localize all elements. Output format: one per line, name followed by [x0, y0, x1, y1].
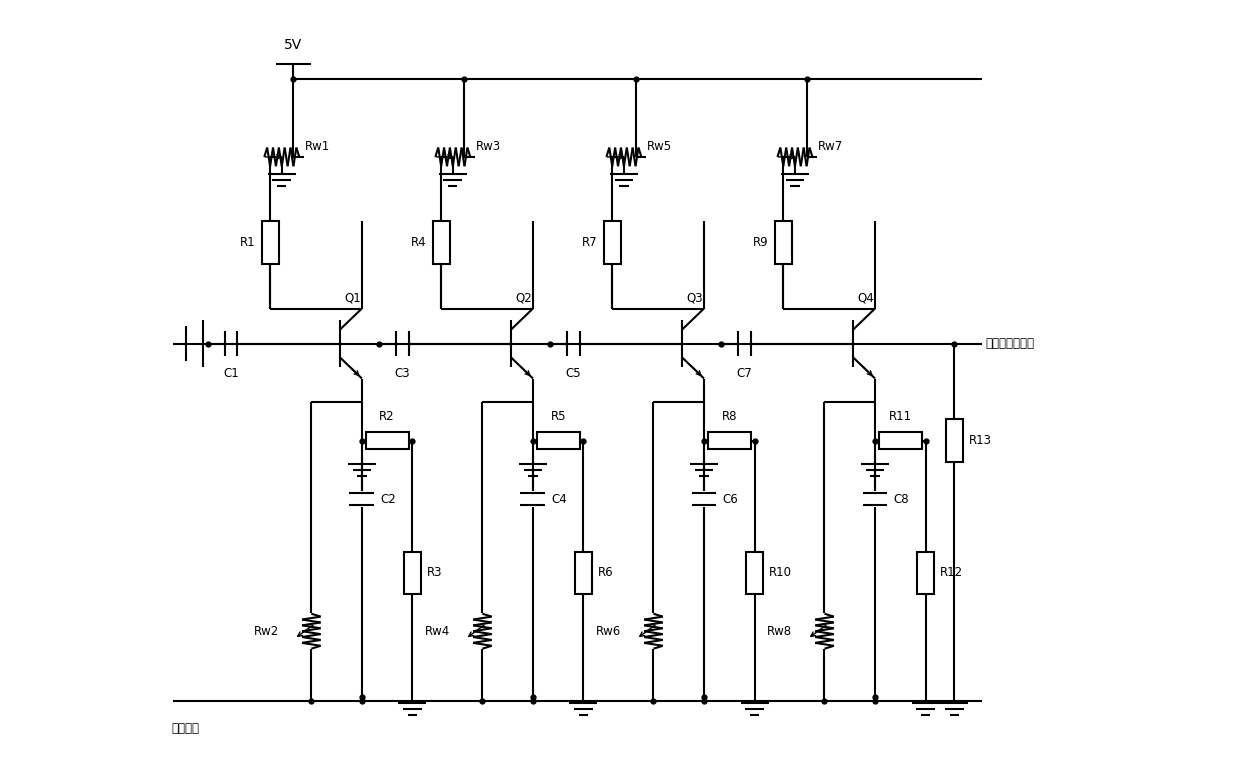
- Text: C5: C5: [565, 367, 582, 380]
- Text: R10: R10: [769, 566, 792, 579]
- Text: R13: R13: [970, 435, 992, 447]
- Text: C1: C1: [223, 367, 239, 380]
- Text: Rw5: Rw5: [647, 140, 672, 153]
- Text: Rw6: Rw6: [595, 625, 621, 637]
- Text: R6: R6: [598, 566, 614, 579]
- Text: R3: R3: [427, 566, 443, 579]
- Text: 触发信号: 触发信号: [171, 722, 200, 735]
- Bar: [537, 432, 579, 449]
- Text: R7: R7: [582, 236, 598, 249]
- Text: Q2: Q2: [515, 291, 532, 304]
- Bar: [879, 432, 921, 449]
- Text: C8: C8: [894, 493, 909, 506]
- Text: 5V: 5V: [284, 38, 303, 52]
- Bar: [604, 221, 621, 263]
- Text: Q3: Q3: [686, 291, 703, 304]
- Text: Rw8: Rw8: [766, 625, 792, 637]
- Bar: [918, 552, 934, 594]
- Bar: [575, 552, 591, 594]
- Bar: [708, 432, 750, 449]
- Bar: [262, 221, 279, 263]
- Text: C6: C6: [723, 493, 738, 506]
- Text: Rw4: Rw4: [424, 625, 450, 637]
- Text: C7: C7: [737, 367, 753, 380]
- Bar: [433, 221, 450, 263]
- Text: C4: C4: [552, 493, 568, 506]
- Text: Rw3: Rw3: [476, 140, 501, 153]
- Text: R12: R12: [940, 566, 963, 579]
- Bar: [746, 552, 763, 594]
- Bar: [775, 221, 792, 263]
- Text: Q4: Q4: [857, 291, 874, 304]
- Text: R4: R4: [410, 236, 427, 249]
- Text: R8: R8: [722, 410, 737, 423]
- Text: Rw7: Rw7: [818, 140, 843, 153]
- Text: R2: R2: [379, 410, 394, 423]
- Text: Rw1: Rw1: [305, 140, 330, 153]
- Bar: [946, 419, 963, 462]
- Bar: [404, 552, 420, 594]
- Text: C2: C2: [381, 493, 397, 506]
- Text: R9: R9: [753, 236, 769, 249]
- Text: Q1: Q1: [343, 291, 361, 304]
- Text: R1: R1: [239, 236, 255, 249]
- Text: C3: C3: [394, 367, 410, 380]
- Text: Rw2: Rw2: [253, 625, 279, 637]
- Bar: [366, 432, 408, 449]
- Text: R5: R5: [551, 410, 565, 423]
- Text: 窄脉冲发射信号: 窄脉冲发射信号: [986, 337, 1034, 350]
- Text: R11: R11: [889, 410, 911, 423]
